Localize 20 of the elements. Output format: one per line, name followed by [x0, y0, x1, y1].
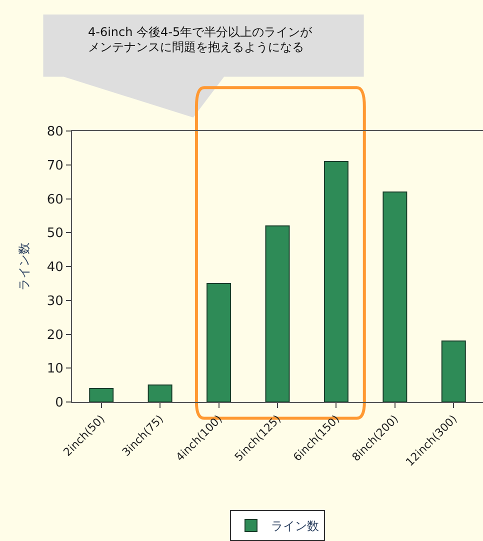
text: 4-6inch 今後4-5年で半分以上のラインが [88, 25, 314, 39]
bar [89, 388, 114, 402]
y-tick-label: 40 [46, 260, 64, 276]
bar [206, 282, 232, 402]
bar [441, 340, 466, 402]
y-tick-label: 0 [55, 396, 64, 411]
y-axis-title: ライン数 [17, 242, 32, 290]
y-tick-label: 60 [46, 192, 64, 208]
y-tick-label: 30 [46, 294, 64, 309]
bar [148, 384, 172, 402]
y-tick-label: 20 [46, 328, 64, 343]
text: メンテナンスに問題を抱えるようになる [88, 40, 304, 54]
legend-label: ライン数 [271, 519, 319, 534]
y-tick-label: 70 [46, 158, 64, 174]
y-tick-label: 50 [46, 226, 64, 242]
bar [265, 225, 290, 402]
bar [382, 191, 408, 402]
y-tick-label: 80 [46, 124, 64, 140]
y-tick-label: 10 [46, 362, 64, 377]
bar [324, 160, 348, 402]
